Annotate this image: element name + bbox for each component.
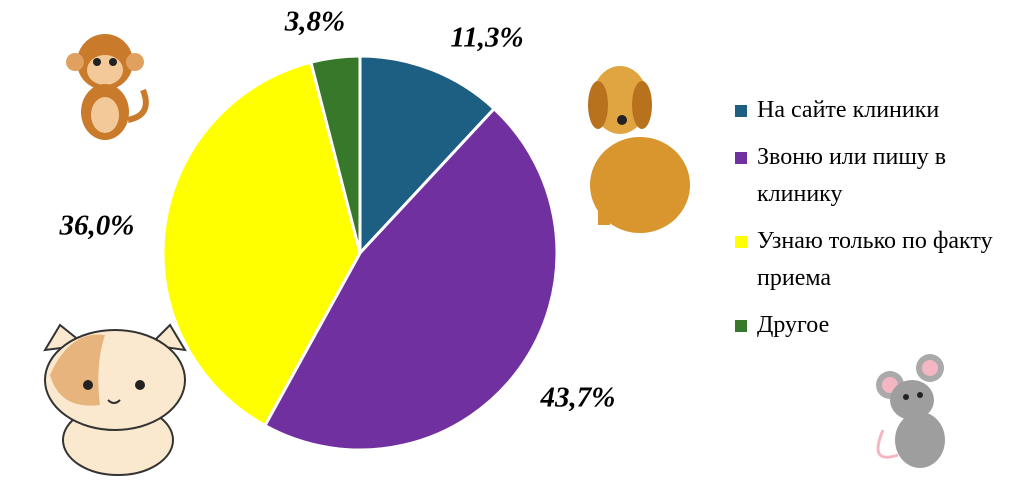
legend-swatch: [735, 105, 747, 117]
legend-item: На сайте клиники: [735, 92, 1005, 129]
legend-swatch: [735, 236, 747, 248]
legend-label: Другое: [757, 312, 830, 338]
legend-item: Звоню или пишу в клинику: [735, 139, 1005, 213]
dog-illustration: [588, 66, 690, 233]
pie-slice: [358, 54, 497, 257]
legend-label: Узнаю только по факту приема: [757, 228, 993, 291]
pie-slice: [262, 106, 559, 452]
legend-swatch: [735, 320, 747, 332]
legend-item: Другое: [735, 307, 1005, 344]
mouse-illustration: [876, 354, 945, 468]
value-label: 3,8%: [284, 6, 345, 38]
legend-label: Звоню или пишу в клинику: [757, 144, 947, 207]
legend-item: Узнаю только по факту приема: [735, 223, 1005, 297]
legend-swatch: [735, 152, 747, 164]
value-label: 43,7%: [540, 382, 616, 414]
pie-slice: [309, 54, 362, 254]
value-label: 11,3%: [450, 22, 523, 54]
pie-slice: [161, 60, 362, 428]
cat-illustration: [43, 323, 187, 476]
legend-label: На сайте клиники: [757, 97, 940, 123]
value-label: 36,0%: [59, 210, 135, 242]
monkey-illustration: [66, 34, 149, 140]
legend: На сайте клиники Звоню или пишу в клинику…: [735, 92, 1005, 354]
